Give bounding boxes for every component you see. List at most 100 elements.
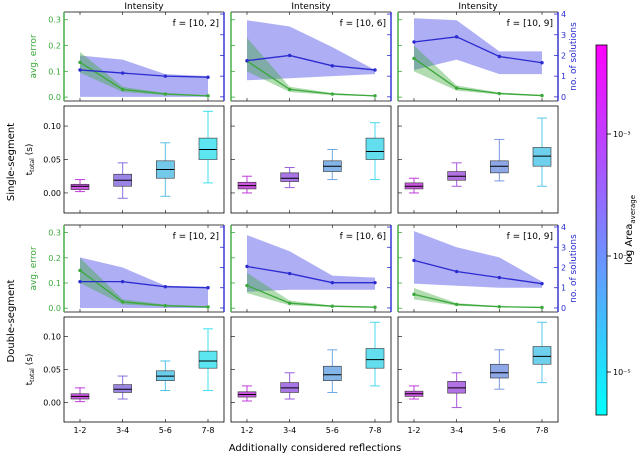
solutions-band xyxy=(80,257,208,308)
box xyxy=(323,365,342,381)
solutions-tick-label: 0 xyxy=(561,304,566,313)
column-title: Intensity xyxy=(291,2,331,12)
solutions-line xyxy=(246,54,376,71)
column-title: Intensity xyxy=(124,2,164,12)
box-y-tick-label: 0.10 xyxy=(43,122,61,131)
solutions-tick-label: 2 xyxy=(561,263,566,272)
error-tick-label: 0.1 xyxy=(48,279,61,288)
error-line xyxy=(79,269,209,308)
solutions-point xyxy=(287,53,292,58)
box-plot-area xyxy=(63,105,225,214)
panel-single-1: f = [10, 6] Intensity xyxy=(230,2,392,214)
error-tick-label: 0.3 xyxy=(48,229,61,238)
solutions-point xyxy=(120,279,125,284)
error-point xyxy=(497,305,502,309)
x-tick-label: 5-6 xyxy=(493,426,506,435)
solutions-point xyxy=(78,279,82,284)
error-point xyxy=(540,93,544,98)
solutions-line xyxy=(246,265,375,284)
panel-single-0: 0.0 0.1 0.2 0.3 avg. error f = [10, 2] Intensi… xyxy=(25,2,225,214)
error-point xyxy=(120,87,125,92)
error-tick-label: 0.2 xyxy=(48,42,61,51)
panel-annotation: f = [10, 9] xyxy=(507,232,553,242)
error-line xyxy=(79,61,209,97)
box-plot-area xyxy=(63,316,225,423)
colorbar-tick-label: 10⁻⁴ xyxy=(613,252,631,261)
solutions-line xyxy=(80,281,209,289)
error-point xyxy=(287,87,292,92)
solutions-point xyxy=(540,61,544,65)
box xyxy=(490,160,509,174)
solutions-point xyxy=(78,68,82,72)
x-tick-label: 7-8 xyxy=(201,426,214,435)
column-title: Intensity xyxy=(458,2,498,12)
box-plot-area xyxy=(397,105,559,214)
solutions-point xyxy=(206,286,210,290)
row-label-single: Single-segment xyxy=(6,123,17,201)
solutions-band xyxy=(414,231,542,288)
solutions-point xyxy=(454,35,459,39)
error-axis-label: avg. error xyxy=(29,34,39,78)
box xyxy=(70,183,90,190)
solutions-point xyxy=(330,64,335,68)
panel-annotation: f = [10, 2] xyxy=(173,232,219,242)
error-tick-label: 0.0 xyxy=(48,304,61,313)
solutions-line xyxy=(79,69,209,78)
x-tick-label: 5-6 xyxy=(326,426,339,435)
solutions-point xyxy=(245,264,249,269)
solutions-point xyxy=(412,40,416,44)
x-tick-label: 7-8 xyxy=(535,426,548,435)
x-axis-label: Additionally considered reflections xyxy=(229,443,401,454)
box-y-label-main: t xyxy=(25,171,35,175)
error-tick-label: 0.2 xyxy=(48,254,61,263)
error-point xyxy=(454,86,459,90)
box-y-label: ttotal (s) xyxy=(25,354,36,386)
error-point xyxy=(245,283,249,288)
solutions-axis-label: no. of solutions xyxy=(569,234,579,303)
solutions-point xyxy=(497,275,502,280)
colorbar-label: log Areaaverage xyxy=(624,195,637,265)
solutions-band xyxy=(247,20,375,81)
error-point xyxy=(330,304,335,308)
box xyxy=(490,363,509,379)
error-point xyxy=(287,301,292,305)
box xyxy=(365,348,385,369)
panel-annotation: f = [10, 6] xyxy=(340,232,386,242)
solutions-tick-label: 4 xyxy=(561,10,566,19)
solutions-tick-label: 4 xyxy=(561,223,566,232)
solutions-point xyxy=(163,285,168,289)
box-y-label-sub: total xyxy=(29,158,36,172)
box-plot-area xyxy=(397,316,559,423)
solutions-band xyxy=(80,55,208,97)
box xyxy=(365,137,385,160)
panel-annotation: f = [10, 2] xyxy=(173,19,219,29)
error-line xyxy=(413,57,543,97)
box xyxy=(113,384,132,393)
box-y-tick-label: 0.10 xyxy=(43,333,61,342)
colorbar-tick-label: 10⁻³ xyxy=(613,130,631,139)
solutions-band xyxy=(247,235,375,292)
box-y-tick-label: 0.00 xyxy=(43,398,61,407)
error-point xyxy=(120,300,125,304)
box-y-tick-label: 0.00 xyxy=(43,189,61,198)
box xyxy=(198,350,218,369)
error-line xyxy=(246,284,376,308)
error-point xyxy=(78,268,82,273)
x-tick-label: 5-6 xyxy=(159,426,172,435)
solutions-tick-label: 2 xyxy=(561,51,566,60)
solutions-point xyxy=(245,58,249,63)
box xyxy=(198,137,218,160)
error-point xyxy=(206,305,210,309)
error-axis-label: avg. error xyxy=(29,246,39,290)
panel-annotation: f = [10, 6] xyxy=(340,19,386,29)
error-point xyxy=(497,91,502,96)
error-point xyxy=(206,94,210,98)
solutions-tick-label: 0 xyxy=(561,93,566,102)
solutions-point xyxy=(412,258,416,263)
solutions-axis-label: no. of solutions xyxy=(569,22,579,91)
error-point xyxy=(540,305,544,310)
error-band xyxy=(414,288,542,308)
box xyxy=(280,172,299,182)
error-line xyxy=(246,60,376,97)
x-tick-label: 1-2 xyxy=(240,426,253,435)
